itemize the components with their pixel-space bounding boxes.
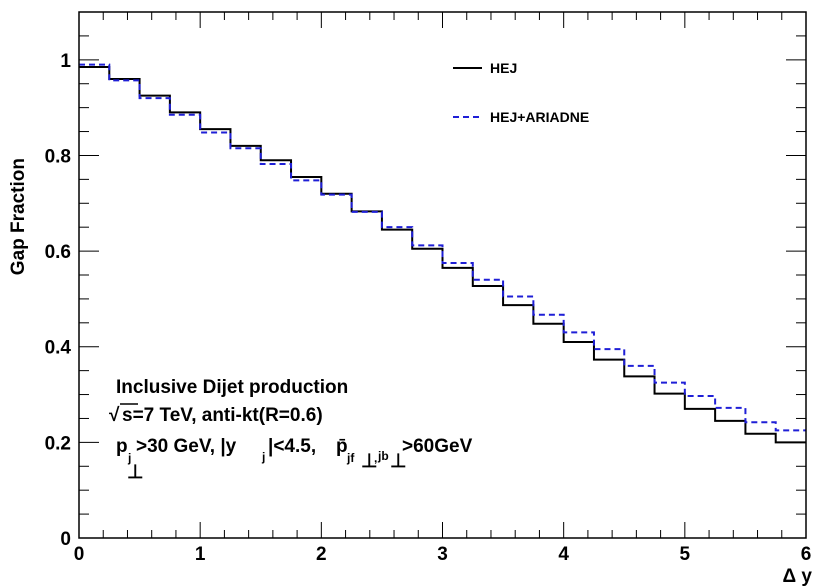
annotation-line-3-comma: , [374,451,377,465]
annotation-block: Inclusive Dijet production √ s=7 TeV, an… [109,377,473,483]
legend-label-hej-ariadne: HEJ+ARIADNE [490,109,589,125]
y-tick-label: 0.2 [45,433,71,454]
annotation-line-3-perp2: ⊥ [390,451,407,472]
annotation-line-3-p: p [116,436,128,457]
tick-labels: 0 1 2 3 4 5 6 0 0.2 0.4 0.6 0.8 1 [45,51,812,565]
y-tick-label: 0.8 [45,146,71,167]
y-tick-label: 0.6 [45,242,71,263]
series-line-hej-ariadne [79,63,806,432]
x-tick-label: 1 [195,544,206,565]
annotation-line-3-p-perp: ⊥ [127,462,144,483]
annotation-line-3-pbar: p̄ [336,436,348,457]
annotation-line-3-y-sub: j [261,450,265,464]
series-layer [79,63,806,444]
sqrt-symbol: √ [109,405,120,426]
y-axis-title: Gap Fraction [8,158,29,275]
x-tick-label: 0 [74,544,85,565]
legend: HEJ HEJ+ARIADNE [453,60,589,125]
annotation-line-1: Inclusive Dijet production [116,377,348,398]
x-tick-label: 3 [437,544,448,565]
annotation-line-3-p-sub: j [127,451,131,465]
annotation-line-3-jb-sub: jb [377,449,389,463]
y-tick-label: 1 [60,51,71,72]
annotation-line-3-d: >60GeV [402,436,473,457]
x-tick-label: 4 [558,544,569,565]
y-tick-label: 0.4 [45,338,72,359]
plot-frame [78,11,807,539]
annotation-line-3-c: |<4.5, [268,436,316,457]
x-tick-label: 5 [680,544,691,565]
annotation-line-3-b: >30 GeV, |y [136,436,237,457]
annotation-line-2: s=7 TeV, anti-kt(R=0.6) [122,405,323,426]
annotation-line-3-perp1: ⊥ [361,451,378,472]
annotation-line-3-pbar-sub: jf [346,451,355,465]
x-tick-label: 2 [316,544,327,565]
y-tick-label: 0 [60,529,71,550]
x-axis-title: Δ y [782,566,812,587]
legend-label-hej: HEJ [490,60,517,76]
axis-ticks [78,11,807,539]
x-tick-label: 6 [801,544,812,565]
